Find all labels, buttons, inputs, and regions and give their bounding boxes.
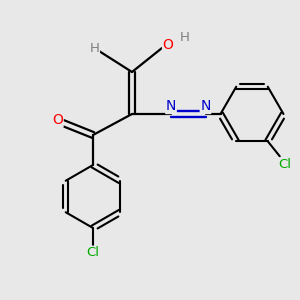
Text: Cl: Cl [278, 158, 291, 171]
Text: H: H [180, 31, 189, 44]
Text: O: O [163, 38, 173, 52]
Text: H: H [90, 41, 99, 55]
Text: N: N [166, 100, 176, 113]
Text: O: O [52, 113, 63, 127]
Text: Cl: Cl [86, 246, 100, 260]
Text: N: N [200, 100, 211, 113]
